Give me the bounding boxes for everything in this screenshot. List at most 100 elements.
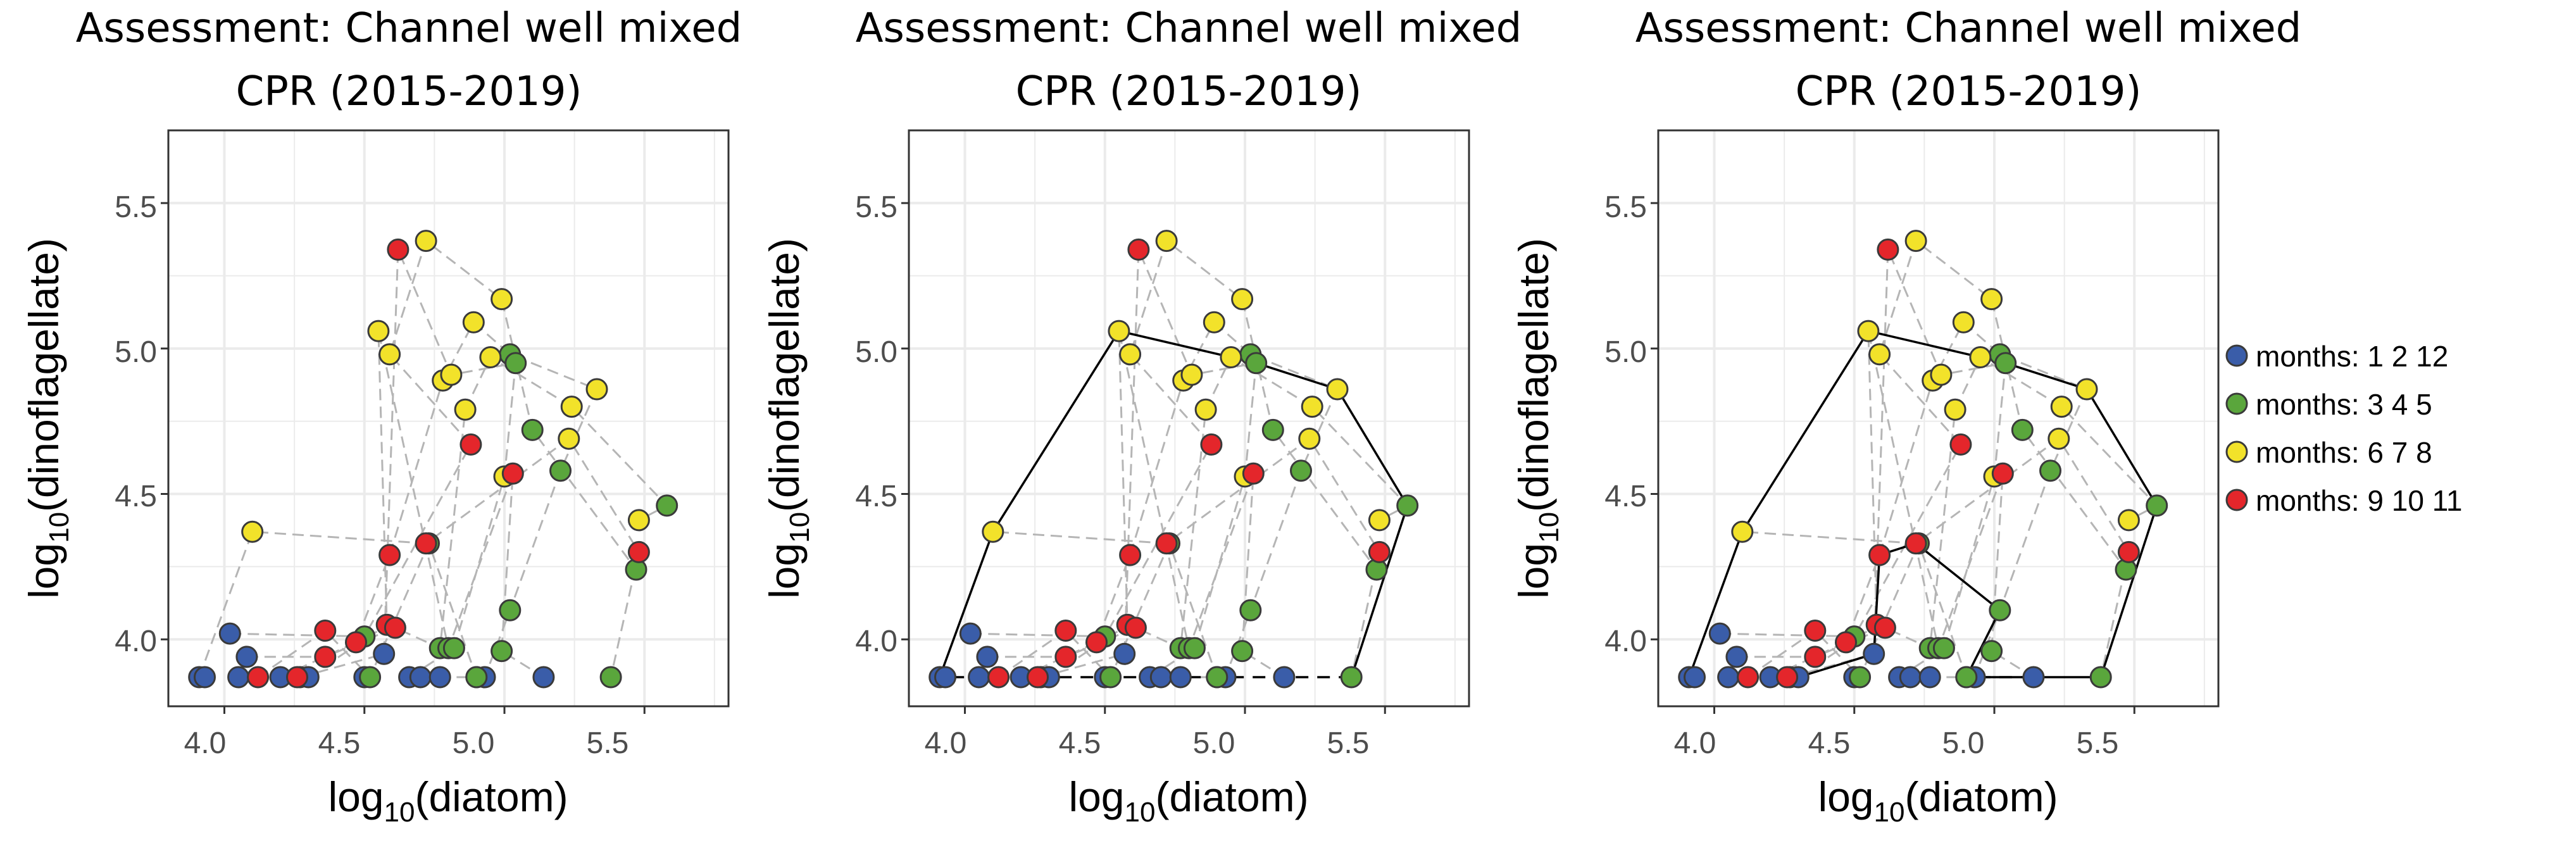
data-point-autumn (1124, 616, 1147, 639)
legend-item: months: 1 2 12 (2225, 340, 2448, 373)
data-point-summer (982, 520, 1004, 543)
data-point-summer (1194, 398, 1217, 421)
trajectory-line (997, 540, 1218, 679)
data-point-autumn (387, 238, 410, 261)
legend-marker-winter (2225, 344, 2248, 367)
data-point-summer (1952, 311, 1975, 334)
x-tick-label: 4.0 (1674, 727, 1716, 760)
legend: months: 1 2 12 months: 3 4 5 months: 6 7… (2225, 340, 2462, 517)
legend-item: months: 6 7 8 (2225, 436, 2432, 469)
data-point-summer (1944, 398, 1966, 421)
data-point-spring (1989, 599, 2011, 621)
data-point-autumn (627, 540, 650, 563)
data-point-winter (235, 646, 258, 668)
data-point-spring (549, 459, 572, 482)
y-tick-label: 4.5 (115, 480, 157, 513)
trajectory-line (299, 249, 517, 678)
data-point-summer (1108, 320, 1130, 342)
data-point-winter (1863, 642, 1885, 665)
data-point-summer (1868, 343, 1891, 366)
data-point-autumn (1054, 620, 1077, 642)
data-point-summer (1857, 320, 1880, 342)
data-point-spring (359, 666, 382, 689)
x-tick-label: 5.0 (453, 727, 495, 760)
data-point-winter (1717, 666, 1740, 689)
data-point-spring (1239, 599, 1262, 621)
data-point-autumn (1949, 433, 1972, 456)
data-point-spring (1206, 666, 1229, 689)
data-point-summer (585, 378, 608, 401)
data-point-summer (2075, 378, 2098, 401)
data-point-autumn (501, 462, 524, 485)
x-tick-label: 4.5 (318, 727, 361, 760)
data-point-winter (373, 642, 396, 665)
data-point-spring (1994, 352, 2017, 375)
data-point-summer (560, 396, 583, 418)
data-point-spring (2011, 418, 2034, 441)
data-point-summer (1180, 363, 1203, 386)
data-point-autumn (1804, 620, 1827, 642)
data-point-summer (1326, 378, 1349, 401)
data-point-spring (1849, 666, 1872, 689)
data-point-winter (1149, 666, 1172, 689)
data-point-summer (1930, 363, 1953, 386)
legend-marker-spring (2225, 392, 2248, 415)
data-point-winter (1273, 666, 1296, 689)
data-point-summer (558, 427, 580, 450)
panel-a: Assessment: Channel well mixed CPR (2015… (20, 5, 742, 828)
data-point-autumn (1991, 462, 2014, 485)
data-point-winter (1918, 666, 1941, 689)
trajectory-line (280, 320, 599, 678)
data-point-summer (1220, 346, 1242, 368)
data-point-spring (1245, 352, 1268, 375)
data-point-autumn (987, 666, 1010, 689)
trajectory-line (1040, 249, 1258, 678)
panel-title-line2: CPR (2015-2019) (1796, 68, 2142, 115)
data-point-spring (1183, 637, 1206, 659)
data-point-autumn (415, 532, 437, 555)
x-tick-label: 5.0 (1193, 727, 1235, 760)
data-point-spring (1290, 459, 1312, 482)
y-tick-label: 4.0 (115, 625, 157, 658)
data-point-spring (2089, 666, 2112, 689)
data-point-autumn (314, 646, 337, 668)
data-point-summer (1368, 509, 1391, 532)
data-point-spring (499, 599, 522, 621)
data-point-summer (479, 346, 502, 368)
data-point-summer (1301, 396, 1323, 418)
x-tick-label: 5.5 (1327, 727, 1370, 760)
plot-background (1658, 130, 2218, 706)
data-point-autumn (1027, 666, 1049, 689)
data-point-summer (2050, 396, 2073, 418)
x-axis-label: log10(diatom) (328, 773, 568, 828)
trajectory-line (1020, 320, 1339, 678)
data-point-winter (959, 622, 982, 645)
x-axis-label: log10(diatom) (1068, 773, 1308, 828)
data-point-winter (532, 666, 555, 689)
data-point-winter (976, 646, 999, 668)
data-point-spring (656, 494, 678, 517)
data-point-spring (1980, 640, 2003, 663)
data-point-autumn (1835, 631, 1857, 654)
data-point-spring (599, 666, 622, 689)
data-point-winter (1708, 622, 1731, 645)
y-axis-label: log10(dinoflagellate) (761, 238, 815, 599)
y-tick-label: 5.5 (1604, 190, 1647, 224)
data-point-winter (428, 666, 451, 689)
data-point-autumn (1155, 532, 1178, 555)
panel-title-line1: Assessment: Channel well mixed (856, 5, 1522, 52)
data-point-summer (1969, 346, 1992, 368)
panel-title-line1: Assessment: Channel well mixed (76, 5, 742, 52)
y-axis-label: log10(dinoflagellate) (1510, 238, 1565, 599)
data-point-autumn (2117, 540, 2140, 563)
x-tick-label: 5.0 (1942, 727, 1985, 760)
data-point-autumn (1242, 462, 1265, 485)
data-point-spring (491, 640, 513, 663)
panel-border (908, 129, 1470, 708)
data-point-spring (521, 418, 544, 441)
data-point-spring (2146, 494, 2168, 517)
data-point-autumn (1054, 646, 1077, 668)
legend-marker-summer (2225, 440, 2248, 463)
x-tick-label: 4.5 (1059, 727, 1101, 760)
panel-title-line2: CPR (2015-2019) (236, 68, 582, 115)
